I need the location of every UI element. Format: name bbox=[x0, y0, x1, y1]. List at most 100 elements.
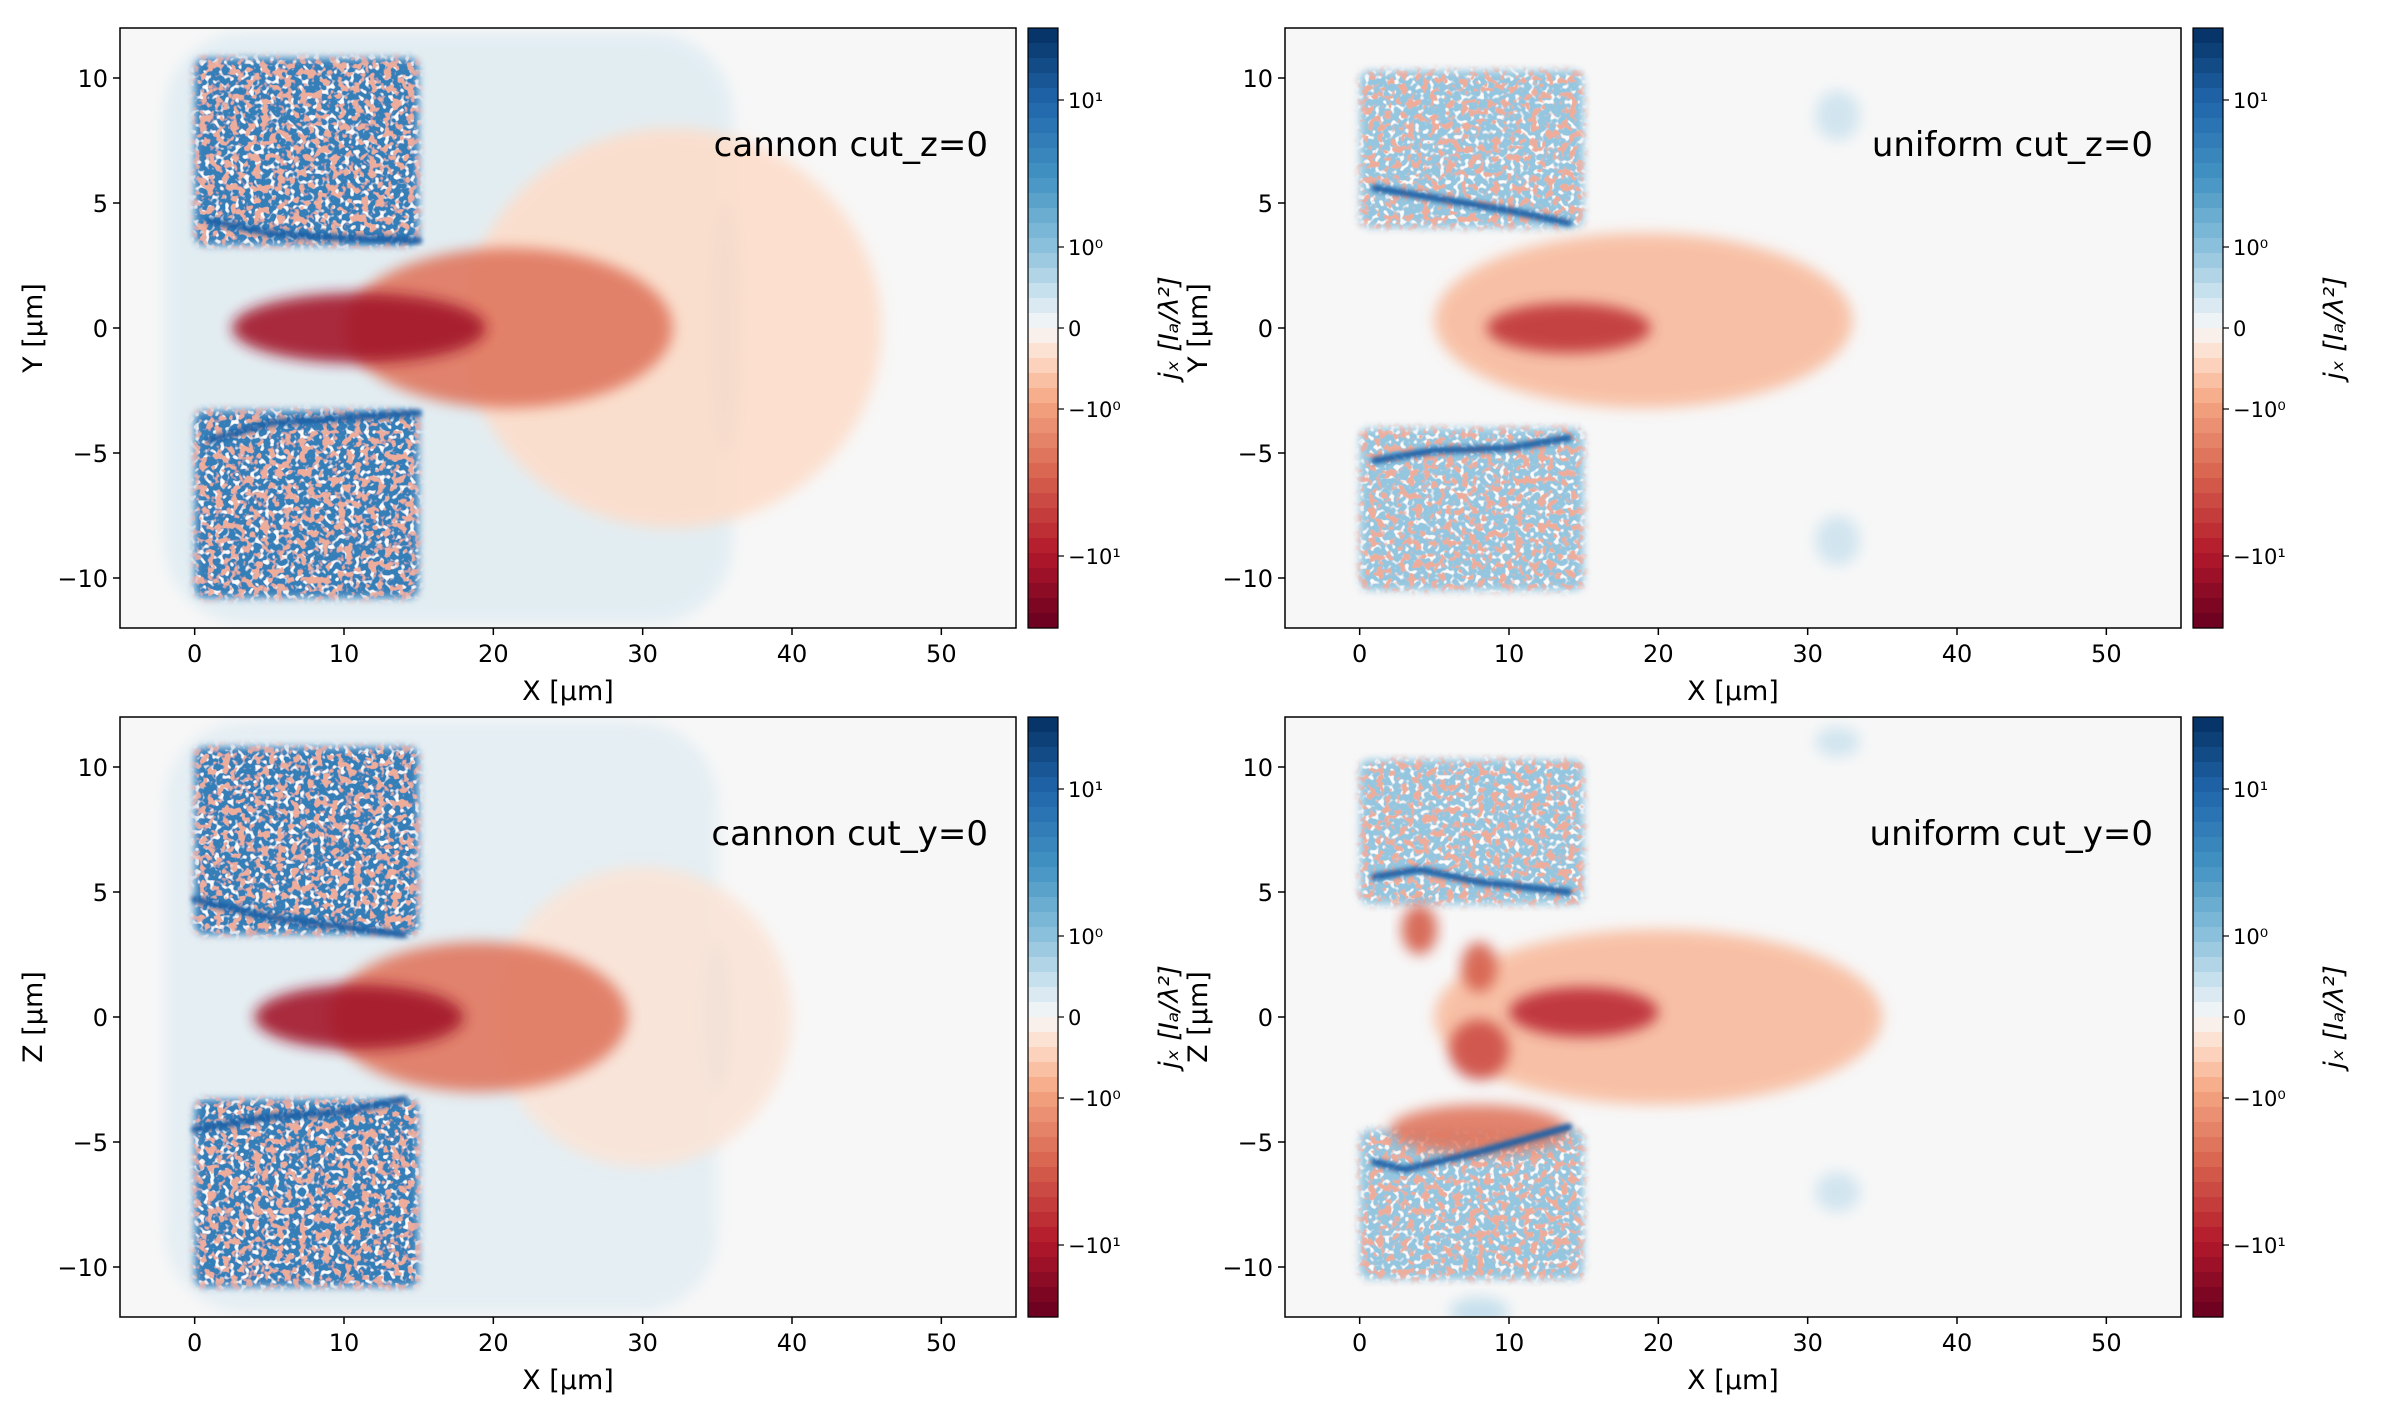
panel-title: cannon cut_y=0 bbox=[711, 814, 988, 854]
colorbar-tick-label: 0 bbox=[1068, 1006, 1081, 1030]
colorbar-label: jₓ [Iₐ/λ²] bbox=[1154, 965, 1185, 1073]
colorbar-band bbox=[1028, 133, 1058, 149]
colorbar-band bbox=[1028, 792, 1058, 808]
y-tick-label: −5 bbox=[1238, 440, 1273, 468]
x-tick-label: 20 bbox=[1643, 640, 1674, 668]
colorbar-band bbox=[1028, 448, 1058, 464]
colorbar-band bbox=[1028, 1242, 1058, 1258]
colorbar-band bbox=[2193, 807, 2223, 823]
colorbar-band bbox=[2193, 717, 2223, 733]
colorbar-band bbox=[1028, 523, 1058, 539]
panel-title: uniform cut_y=0 bbox=[1870, 814, 2153, 854]
colorbar-band bbox=[1028, 148, 1058, 164]
colorbar-band bbox=[2193, 1047, 2223, 1063]
y-tick-label: −5 bbox=[73, 1129, 108, 1157]
colorbar-band bbox=[1028, 598, 1058, 614]
colorbar-band bbox=[1028, 358, 1058, 374]
colorbar-band bbox=[2193, 178, 2223, 194]
colorbar-band bbox=[1028, 313, 1058, 329]
colorbar-tick-label: 10⁰ bbox=[2233, 925, 2268, 949]
colorbar-band bbox=[2193, 598, 2223, 614]
colorbar-band bbox=[1028, 1047, 1058, 1063]
x-tick-label: 50 bbox=[2091, 1329, 2122, 1357]
colorbar-tick-label: −10¹ bbox=[1068, 545, 1121, 569]
x-tick-label: 0 bbox=[187, 640, 202, 668]
colorbar-band bbox=[2193, 328, 2223, 344]
colorbar-band bbox=[2193, 583, 2223, 599]
colorbar-band bbox=[2193, 912, 2223, 928]
x-tick-label: 40 bbox=[1942, 1329, 1973, 1357]
x-axis-label: X [μm] bbox=[522, 676, 614, 707]
negative-current-region bbox=[1389, 1104, 1569, 1155]
colorbar-tick-label: −10¹ bbox=[1068, 1234, 1121, 1258]
colorbar-band bbox=[2193, 463, 2223, 479]
y-tick-label: 0 bbox=[93, 315, 108, 343]
colorbar-band bbox=[1028, 253, 1058, 269]
target-slab bbox=[194, 58, 419, 246]
colorbar-band bbox=[2193, 987, 2223, 1003]
x-tick-label: 40 bbox=[777, 1329, 808, 1357]
colorbar-band bbox=[1028, 193, 1058, 209]
y-tick-label: −10 bbox=[1222, 1254, 1273, 1282]
colorbar-tick-label: −10¹ bbox=[2233, 545, 2286, 569]
colorbar-band bbox=[2193, 957, 2223, 973]
colorbar-band bbox=[1028, 927, 1058, 943]
colorbar-band bbox=[1028, 867, 1058, 883]
panel-title: uniform cut_z=0 bbox=[1872, 125, 2153, 165]
colorbar-band bbox=[1028, 1197, 1058, 1213]
surface-current-line bbox=[1371, 434, 1573, 464]
colorbar-band bbox=[2193, 253, 2223, 269]
colorbar-band bbox=[2193, 43, 2223, 59]
colorbar-band bbox=[2193, 1002, 2223, 1018]
y-tick-label: −10 bbox=[57, 565, 108, 593]
x-tick-label: 50 bbox=[2091, 640, 2122, 668]
colorbar-band bbox=[1028, 478, 1058, 494]
colorbar-band bbox=[2193, 927, 2223, 943]
colorbar-tick-label: 10¹ bbox=[2233, 778, 2268, 802]
x-tick-label: 10 bbox=[329, 640, 360, 668]
colorbar-band bbox=[1028, 583, 1058, 599]
x-tick-label: 0 bbox=[187, 1329, 202, 1357]
colorbar-band bbox=[2193, 358, 2223, 374]
y-tick-label: 5 bbox=[1258, 879, 1273, 907]
heatmap-field bbox=[164, 722, 792, 1312]
colorbar-band bbox=[1028, 957, 1058, 973]
colorbar-band bbox=[2193, 298, 2223, 314]
y-tick-label: 10 bbox=[1242, 754, 1273, 782]
surface-current-line bbox=[206, 217, 423, 244]
colorbar-band bbox=[2193, 777, 2223, 793]
x-tick-label: 30 bbox=[1792, 1329, 1823, 1357]
heatmap-field bbox=[1359, 70, 1860, 591]
colorbar-band bbox=[2193, 118, 2223, 134]
target-slab bbox=[194, 1099, 419, 1287]
colorbar-band bbox=[2193, 1197, 2223, 1213]
target-slab bbox=[1359, 428, 1584, 591]
colorbar-band bbox=[2193, 28, 2223, 44]
x-tick-label: 20 bbox=[478, 640, 509, 668]
colorbar-band bbox=[1028, 88, 1058, 104]
colorbar-band bbox=[1028, 1287, 1058, 1303]
colorbar-tick-label: −10⁰ bbox=[1068, 1087, 1121, 1111]
colorbar-band bbox=[2193, 942, 2223, 958]
colorbar-band bbox=[2193, 493, 2223, 509]
colorbar-band bbox=[1028, 1152, 1058, 1168]
positive-current-region bbox=[1449, 1297, 1509, 1317]
y-tick-label: −5 bbox=[1238, 1129, 1273, 1157]
surface-current-line bbox=[1371, 184, 1573, 227]
colorbar-band bbox=[1028, 178, 1058, 194]
colorbar-band bbox=[2193, 1242, 2223, 1258]
y-axis-label: Z [μm] bbox=[1183, 971, 1214, 1063]
colorbar-band bbox=[2193, 1107, 2223, 1123]
target-slab bbox=[1359, 70, 1584, 228]
colorbar-band bbox=[1028, 568, 1058, 584]
colorbar-band bbox=[1028, 987, 1058, 1003]
positive-current-region bbox=[1815, 727, 1860, 757]
y-tick-label: −5 bbox=[73, 440, 108, 468]
y-tick-label: 5 bbox=[93, 879, 108, 907]
y-tick-label: 10 bbox=[1242, 65, 1273, 93]
colorbar-band bbox=[2193, 1212, 2223, 1228]
colorbar-band bbox=[1028, 433, 1058, 449]
colorbar-band bbox=[2193, 837, 2223, 853]
colorbar: 10¹ 10⁰ 0 −10⁰ −10¹ jₓ [Iₐ/λ²] bbox=[2192, 27, 2350, 629]
y-tick-label: 10 bbox=[77, 65, 108, 93]
